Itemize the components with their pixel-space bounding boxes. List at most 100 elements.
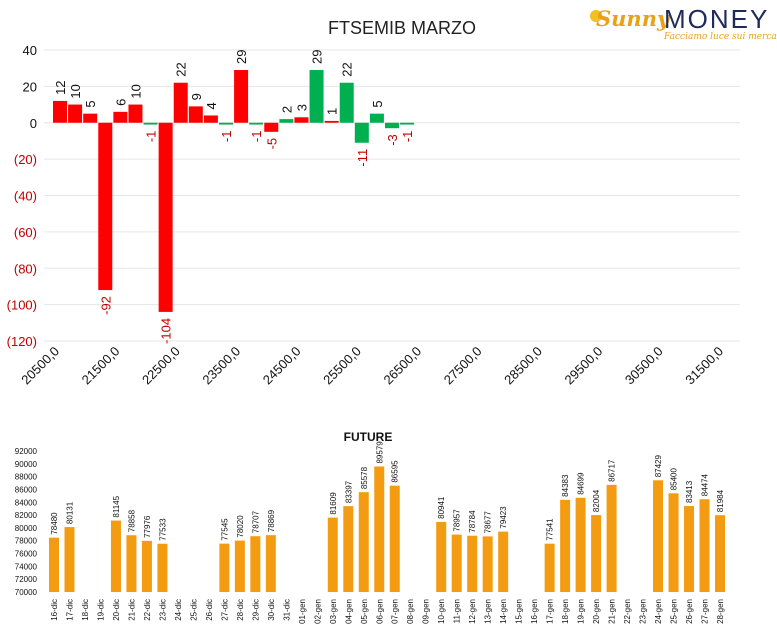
bar	[110, 520, 121, 592]
bar	[369, 113, 384, 123]
bar	[699, 499, 710, 592]
bar	[482, 536, 493, 592]
bar	[143, 122, 158, 125]
bar	[234, 70, 249, 123]
chart-title: FTSEMIB MARZO	[328, 18, 476, 38]
x-tick-label: 22500,0	[139, 344, 183, 388]
bar	[250, 536, 261, 592]
x-tick-label: 26-dic	[205, 599, 214, 621]
bar	[451, 534, 462, 592]
x-tick-label: 15-gen	[515, 599, 524, 624]
y-tick-label: 86000	[15, 485, 38, 494]
bar	[141, 540, 152, 592]
bar-data-label: 78480	[50, 512, 59, 535]
y-tick-label: (20)	[14, 152, 37, 167]
bar	[327, 517, 338, 592]
bar-data-label: 80941	[437, 496, 446, 519]
bar-data-label: 84474	[701, 473, 710, 496]
x-tick-label: 23-gen	[639, 599, 648, 624]
x-tick-label: 22-dic	[143, 599, 152, 621]
bar	[324, 120, 339, 123]
x-tick-label: 27-dic	[220, 599, 229, 621]
bar-data-label: 77533	[158, 518, 167, 541]
bar-data-label: -5	[264, 138, 279, 150]
sun-icon	[590, 10, 602, 22]
bar	[436, 521, 447, 592]
bar-data-label: 6	[113, 99, 128, 106]
bar-data-label: 80131	[65, 501, 74, 524]
bar-data-label: -11	[355, 149, 370, 167]
bar-data-label: 78858	[127, 509, 136, 532]
bar-data-label: 86717	[608, 459, 617, 482]
bar-data-label: 83413	[685, 480, 694, 503]
x-tick-label: 21500,0	[79, 344, 123, 388]
bar	[68, 104, 83, 123]
y-tick-label: (120)	[7, 334, 37, 349]
bar	[157, 543, 168, 592]
x-tick-label: 25500,0	[320, 344, 364, 388]
bar	[684, 506, 695, 592]
x-tick-label: 27500,0	[441, 344, 485, 388]
chart-title: FUTURE	[344, 430, 393, 444]
y-tick-label: 80000	[15, 524, 38, 533]
bar	[113, 111, 128, 123]
x-tick-label: 20-gen	[592, 599, 601, 624]
x-tick-label: 27-gen	[701, 599, 710, 624]
bar-data-label: -1	[144, 131, 159, 143]
y-tick-label: 88000	[15, 473, 38, 482]
x-tick-label: 06-gen	[375, 599, 384, 624]
bar	[234, 540, 245, 592]
y-tick-label: (100)	[7, 298, 37, 313]
x-tick-label: 29500,0	[562, 344, 606, 388]
x-tick-label: 07-gen	[391, 599, 400, 624]
x-tick-label: 14-gen	[499, 599, 508, 624]
bar	[265, 535, 276, 592]
logo-brand-money: MONEY	[664, 4, 770, 34]
bar	[98, 122, 113, 291]
bar-data-label: 78677	[484, 511, 493, 534]
x-tick-label: 02-gen	[313, 599, 322, 624]
x-tick-label: 18-dic	[81, 599, 90, 621]
bar-data-label: 82004	[592, 489, 601, 512]
bar-data-label: 5	[370, 100, 385, 107]
bar-data-label: 85400	[670, 468, 679, 491]
x-tick-label: 31-dic	[282, 599, 291, 621]
bar	[498, 531, 509, 592]
bar	[264, 122, 279, 132]
x-tick-label: 05-gen	[360, 599, 369, 624]
bar-data-label: 9	[189, 93, 204, 100]
x-tick-label: 30-dic	[267, 599, 276, 621]
bar	[575, 497, 586, 592]
bar-data-label: 81984	[716, 489, 725, 512]
x-tick-label: 25-gen	[670, 599, 679, 624]
bar-data-label: 79423	[499, 506, 508, 529]
bar	[374, 466, 385, 592]
x-tick-label: 17-dic	[65, 599, 74, 621]
bar	[385, 122, 399, 129]
bar	[668, 493, 679, 592]
bar-data-label: 4	[204, 102, 219, 109]
bar	[83, 113, 98, 123]
bar	[173, 82, 188, 123]
bar	[358, 492, 369, 592]
bar	[158, 122, 173, 312]
bar-data-label: 77976	[143, 515, 152, 538]
x-tick-label: 20-dic	[112, 599, 121, 621]
bar	[309, 70, 324, 123]
bar-data-label: 78020	[236, 515, 245, 538]
y-tick-label: 40	[23, 43, 37, 58]
bar-data-label: 29	[234, 50, 249, 64]
bar-data-label: 78869	[267, 509, 276, 532]
bar	[188, 106, 203, 123]
bar	[343, 506, 354, 592]
y-tick-label: 70000	[15, 588, 38, 597]
bar-data-label: 77541	[546, 518, 555, 541]
bar-data-label: 5	[83, 100, 98, 107]
bar-data-label: 89579	[375, 441, 384, 464]
x-tick-label: 30500,0	[622, 344, 666, 388]
x-tick-label: 28-gen	[716, 599, 725, 624]
bar-data-label: 81609	[329, 492, 338, 515]
bar	[128, 104, 143, 123]
x-tick-label: 13-gen	[484, 599, 493, 624]
x-tick-label: 24-dic	[174, 599, 183, 621]
